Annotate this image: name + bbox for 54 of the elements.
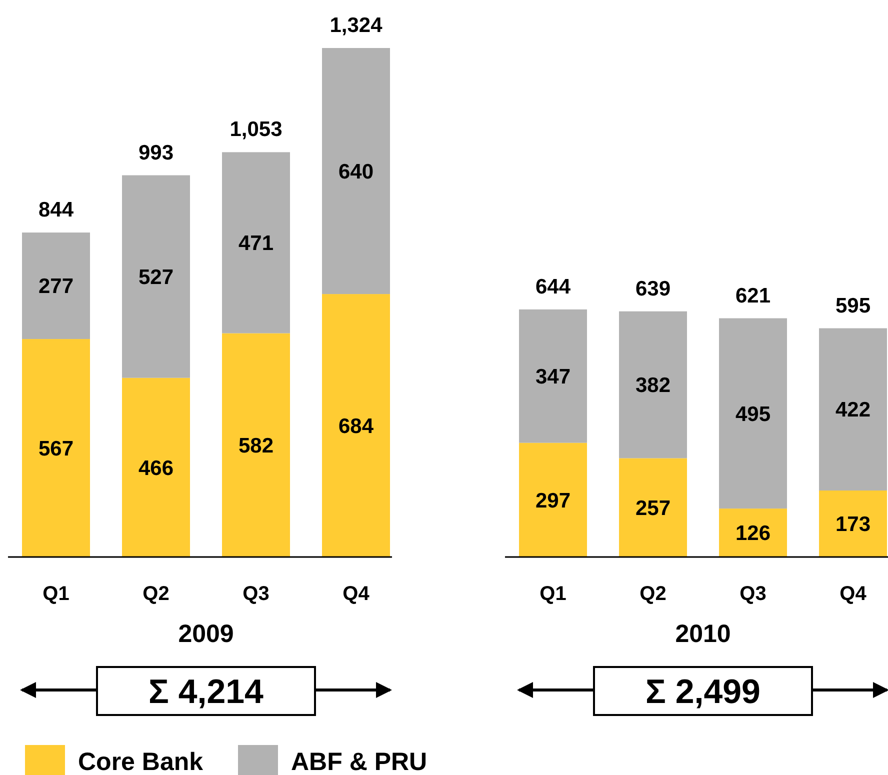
bar xyxy=(519,309,587,443)
data-label: 471 xyxy=(238,232,274,256)
x-tick-label: Q4 xyxy=(342,583,370,605)
data-label: 277 xyxy=(38,275,74,298)
data-label: 422 xyxy=(835,398,871,422)
bar xyxy=(619,458,687,557)
data-label: 684 xyxy=(338,414,374,438)
x-tick-label: Q2 xyxy=(142,583,170,605)
text: Σ 2,499 xyxy=(646,672,760,711)
x-tick-label: Q1 xyxy=(42,583,70,605)
data-label: 257 xyxy=(635,496,671,520)
legend-label: ABF & PRU xyxy=(291,748,428,775)
total-label: 644 xyxy=(535,275,571,298)
bar xyxy=(819,328,887,490)
total-label: 993 xyxy=(138,141,174,164)
total-label: 639 xyxy=(635,277,671,300)
data-label: 297 xyxy=(535,489,571,512)
data-label: 382 xyxy=(635,374,671,398)
data-label: 527 xyxy=(138,266,174,289)
data-label: 567 xyxy=(38,437,74,460)
bar xyxy=(719,318,787,509)
total-label: 595 xyxy=(835,294,871,318)
bar xyxy=(322,294,390,557)
total-label: 621 xyxy=(735,284,771,308)
bar xyxy=(519,442,587,557)
bar xyxy=(122,175,190,378)
x-tick-label: Q2 xyxy=(640,583,666,605)
data-label: 173 xyxy=(835,513,871,536)
data-label: 126 xyxy=(735,522,771,546)
total-label: 1,053 xyxy=(230,118,282,142)
x-tick-label: Q3 xyxy=(242,583,270,605)
data-label: 495 xyxy=(735,402,771,426)
data-label: 640 xyxy=(338,160,374,184)
bar xyxy=(222,333,290,557)
data-label: 582 xyxy=(238,434,274,458)
bar xyxy=(22,232,90,340)
total-label: 844 xyxy=(38,198,74,222)
legend-label: Core Bank xyxy=(78,748,204,775)
bar xyxy=(619,311,687,458)
bar xyxy=(222,152,290,334)
text: Σ 4,214 xyxy=(148,672,264,711)
x-tick-label: Q3 xyxy=(740,583,766,605)
x-tick-label: Q4 xyxy=(840,583,868,605)
bar xyxy=(322,48,390,294)
data-label: 347 xyxy=(535,365,571,388)
total-label: 1,324 xyxy=(330,14,383,37)
bar xyxy=(819,490,887,557)
data-label: 466 xyxy=(138,456,174,480)
x-axis-title: 2010 xyxy=(675,620,731,648)
x-tick-label: Q1 xyxy=(540,583,566,605)
bar xyxy=(719,508,787,557)
bar xyxy=(122,378,190,557)
bar xyxy=(22,339,90,557)
x-axis-title: 2009 xyxy=(178,620,234,648)
